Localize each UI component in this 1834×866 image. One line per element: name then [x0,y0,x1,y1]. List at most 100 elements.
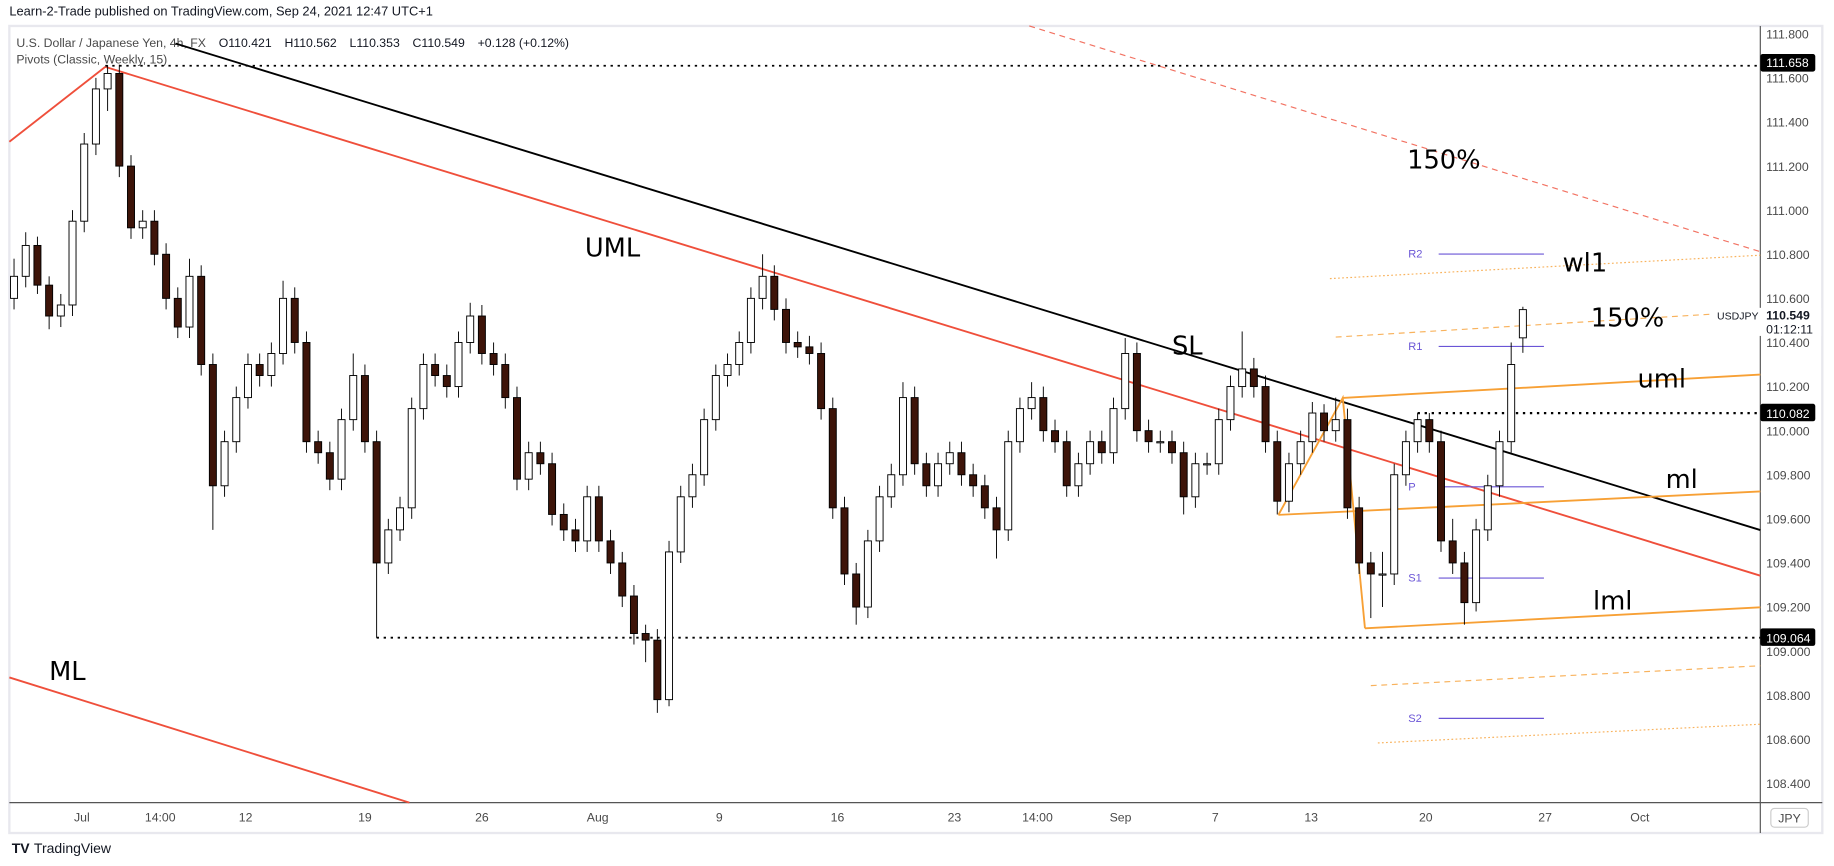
candle [513,386,521,491]
annotation-uml[interactable]: uml [1638,364,1687,394]
candle-body-up [68,220,77,306]
candle-body-down [1097,441,1106,454]
candle-body-up [419,364,428,410]
candle [559,503,568,541]
price-tick-label: 111.200 [1766,160,1809,174]
orange-150-dashed-line[interactable] [1335,313,1720,338]
candle-body-down [629,595,638,634]
annotation-uml-big[interactable]: UML [585,233,641,263]
candle-body-down [173,297,182,328]
candle-body-down [618,562,627,597]
annotation-ml[interactable]: ml [1666,465,1698,495]
candle-body-down [992,507,1001,531]
candle [1097,430,1106,464]
annotation-lml[interactable]: lml [1593,587,1632,617]
annotation-ml-big[interactable]: ML [49,657,86,687]
price-tick-label: 109.800 [1766,468,1811,482]
candle-body-up [103,73,112,90]
candle [21,232,30,288]
candle-body-up [1004,441,1013,531]
candle-body-down [606,540,615,564]
annotation-wl1[interactable]: wl1 [1563,249,1608,279]
tradingview-logo[interactable]: TV TradingView [12,840,112,856]
candle [1507,342,1516,453]
candle-body-down [828,408,837,509]
price-tick-label: 111.600 [1766,72,1809,86]
annotation-upper-150[interactable]: 150% [1407,146,1481,176]
candle [980,474,989,519]
pivot-r2-label: R2 [1408,249,1422,261]
candle [875,485,884,552]
candle [1132,342,1141,442]
symbol-legend[interactable]: U.S. Dollar / Japanese Yen, 4h, FX O110.… [16,36,569,50]
pivot-p-label: P [1408,481,1415,493]
candle-body-up [1074,463,1083,487]
candle [910,386,919,475]
candle [1320,404,1329,442]
candle [653,629,662,713]
candle-body-down [372,441,381,564]
annotation-right-150[interactable]: 150% [1591,304,1665,334]
candle-body-up [583,496,592,542]
currency-button[interactable] [1770,807,1809,828]
candle-body-up [1238,368,1247,388]
candle-body-up [91,88,100,145]
candle [957,441,966,486]
candle [992,496,1001,559]
candle [208,353,217,530]
candle-body-up [349,375,358,421]
candle [1214,408,1223,475]
pivot-s2-label: S2 [1408,713,1422,725]
candle [220,430,229,497]
candle [711,364,720,431]
currency-label: JPY [1778,811,1801,825]
candle-body-up [267,353,276,377]
ml-red-line[interactable] [9,676,410,804]
candle [1378,551,1387,608]
candle-body-up [466,315,475,343]
candle [618,551,627,608]
candle-body-down [290,297,299,343]
candle-body-up [1308,412,1317,443]
price-tick-label: 109.600 [1766,513,1811,527]
candle-body-up [1086,441,1095,465]
candle [314,430,323,464]
annotation-sl[interactable]: SL [1172,332,1203,362]
candle-body-up [875,496,884,542]
uml-orange-line[interactable] [1342,373,1761,399]
upper-150-red-dashed-line[interactable] [1029,25,1761,253]
candle-body-down [1273,441,1282,502]
candle-body-down [1039,397,1048,432]
candle-body-down [957,452,966,476]
candle [279,280,288,365]
candle [68,210,77,317]
pivot-s1-label: S1 [1408,573,1422,585]
uml-red-line[interactable] [104,66,1761,577]
candle [676,485,685,563]
lower-orange-dashed-line[interactable] [1370,665,1761,687]
candle-body-up [1027,397,1036,410]
candle [1261,375,1270,453]
time-tick-label: 14:00 [1022,810,1053,824]
candle [1483,474,1492,541]
candle [1518,306,1527,353]
pitchfork-handle-line[interactable] [8,66,106,143]
lml-orange-line[interactable] [1364,606,1761,630]
candle [1051,419,1059,453]
candle [1331,397,1340,442]
lower-orange-dotted-line[interactable] [1377,723,1761,744]
candle-body-up [934,463,943,487]
wl1-dotted-line[interactable] [1329,254,1761,280]
time-tick-label: Oct [1630,810,1650,824]
price-tick-label: 111.000 [1766,204,1809,218]
candle-body-down [314,441,323,454]
candle [548,452,557,526]
pivots-indicator-legend[interactable]: Pivots (Classic, Weekly, 15) [16,52,167,66]
candle-body-down [208,364,217,487]
price-axis-ticks: 111.800 111.600 111.400 111.200 111.000 110.8… [1766,27,1811,791]
candle [945,441,954,475]
candle-body-up [1331,419,1340,432]
candle [1074,452,1083,497]
candle-body-up [758,275,767,299]
